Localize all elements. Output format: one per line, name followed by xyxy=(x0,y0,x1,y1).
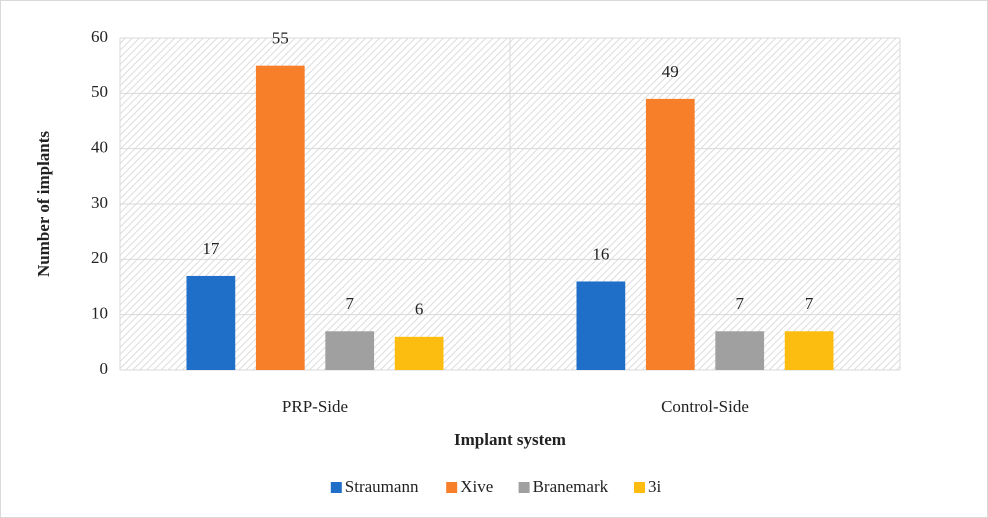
legend-swatch xyxy=(330,482,342,493)
x-axis-title: Implant system xyxy=(454,430,566,449)
bar xyxy=(394,336,444,370)
bar xyxy=(576,281,626,370)
y-tick-label: 60 xyxy=(91,27,108,46)
legend-label: Branemark xyxy=(533,477,609,496)
data-label: 17 xyxy=(202,239,220,258)
y-tick-label: 40 xyxy=(91,138,108,157)
legend-label: 3i xyxy=(648,477,662,496)
y-tick-label: 10 xyxy=(91,304,108,323)
x-tick-label: Control-Side xyxy=(661,397,749,416)
y-tick-label: 50 xyxy=(91,82,108,101)
data-label: 55 xyxy=(272,29,289,48)
data-label: 7 xyxy=(735,294,744,313)
legend-swatch xyxy=(518,482,530,493)
bar xyxy=(784,331,834,370)
data-label: 6 xyxy=(415,300,424,319)
bar xyxy=(645,98,695,370)
legend-label: Straumann xyxy=(345,477,419,496)
data-label: 49 xyxy=(662,62,679,81)
bar xyxy=(325,331,375,370)
data-label: 7 xyxy=(805,294,814,313)
legend-label: Xive xyxy=(460,477,493,496)
bar xyxy=(715,331,765,370)
bar xyxy=(186,275,236,370)
y-tick-label: 20 xyxy=(91,248,108,267)
x-tick-label: PRP-Side xyxy=(282,397,348,416)
legend-swatch xyxy=(446,482,458,493)
y-tick-label: 30 xyxy=(91,193,108,212)
y-axis-title: Number of implants xyxy=(34,131,53,277)
legend-swatch xyxy=(634,482,645,493)
data-label: 7 xyxy=(345,294,354,313)
y-tick-label: 0 xyxy=(100,359,109,378)
bar xyxy=(255,65,305,371)
data-label: 16 xyxy=(592,244,609,263)
